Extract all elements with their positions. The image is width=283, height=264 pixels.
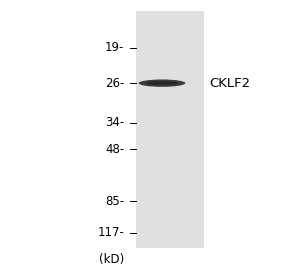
Ellipse shape bbox=[146, 81, 178, 85]
Text: 34-: 34- bbox=[105, 116, 125, 129]
Text: 48-: 48- bbox=[105, 143, 125, 156]
Bar bbox=[136, 11, 204, 248]
Text: 117-: 117- bbox=[98, 226, 125, 239]
Text: (kD): (kD) bbox=[99, 253, 125, 264]
Text: 26-: 26- bbox=[105, 77, 125, 90]
Text: 85-: 85- bbox=[105, 195, 125, 208]
Text: CKLF2: CKLF2 bbox=[209, 77, 250, 90]
Text: 19-: 19- bbox=[105, 41, 125, 54]
Ellipse shape bbox=[139, 79, 185, 87]
